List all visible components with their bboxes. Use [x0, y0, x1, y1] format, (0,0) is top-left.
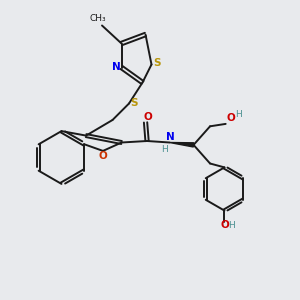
- Text: O: O: [144, 112, 152, 122]
- Text: H: H: [228, 220, 234, 230]
- Text: S: S: [153, 58, 161, 68]
- Text: S: S: [130, 98, 138, 108]
- Text: H: H: [161, 145, 168, 154]
- Text: H: H: [235, 110, 242, 119]
- Text: CH₃: CH₃: [89, 14, 106, 23]
- Text: O: O: [99, 151, 108, 161]
- Text: O: O: [227, 113, 236, 123]
- Text: N: N: [112, 62, 121, 73]
- Text: N: N: [166, 132, 175, 142]
- Polygon shape: [169, 142, 194, 147]
- Text: O: O: [221, 220, 230, 230]
